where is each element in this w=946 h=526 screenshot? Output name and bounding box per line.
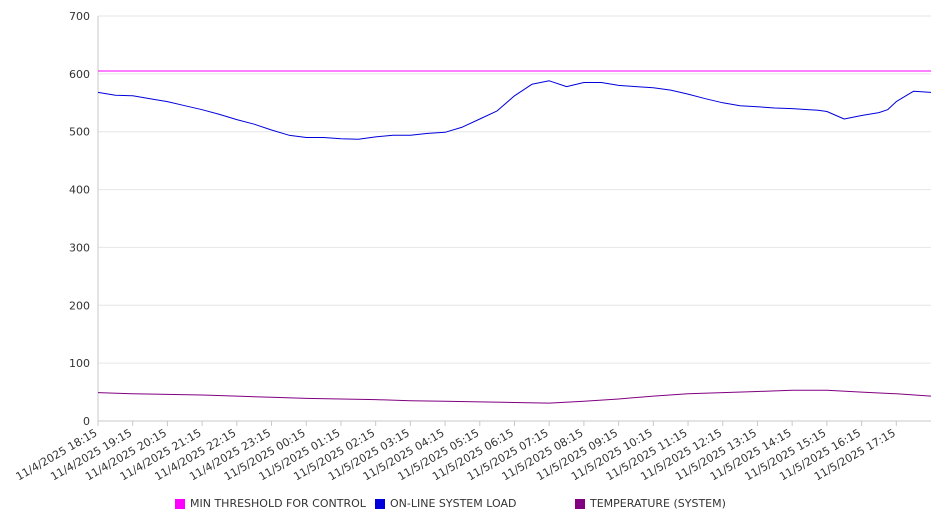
legend-item-min-threshold: MIN THRESHOLD FOR CONTROL <box>175 497 366 510</box>
y-tick-label: 0 <box>83 415 90 428</box>
series-line-on-line-system-load <box>97 80 932 140</box>
grid-lines <box>98 15 931 364</box>
axes <box>97 16 931 426</box>
y-tick-label: 700 <box>69 10 90 23</box>
legend-swatch-min-threshold <box>175 498 185 509</box>
y-tick-label: 200 <box>69 299 90 312</box>
legend-label-temperature: TEMPERATURE (SYSTEM) <box>590 497 726 510</box>
y-tick-label: 500 <box>69 126 90 139</box>
y-tick-labels: 0 100 200 300 400 500 600 700 <box>69 10 90 428</box>
y-tick-label: 100 <box>69 357 90 370</box>
legend-item-system-load: ON-LINE SYSTEM LOAD <box>375 497 516 510</box>
y-tick-label: 600 <box>69 68 90 81</box>
series-line-temperature-system <box>97 389 932 404</box>
legend-label-min-threshold: MIN THRESHOLD FOR CONTROL <box>190 497 366 510</box>
legend-swatch-temperature <box>575 498 585 509</box>
y-tick-label: 400 <box>69 184 90 197</box>
y-tick-label: 300 <box>69 241 90 254</box>
legend-label-system-load: ON-LINE SYSTEM LOAD <box>390 497 517 510</box>
legend-item-temperature: TEMPERATURE (SYSTEM) <box>575 497 726 510</box>
legend-swatch-system-load <box>375 498 385 509</box>
series-lines <box>97 70 932 404</box>
legend: MIN THRESHOLD FOR CONTROL ON-LINE SYSTEM… <box>0 497 946 515</box>
